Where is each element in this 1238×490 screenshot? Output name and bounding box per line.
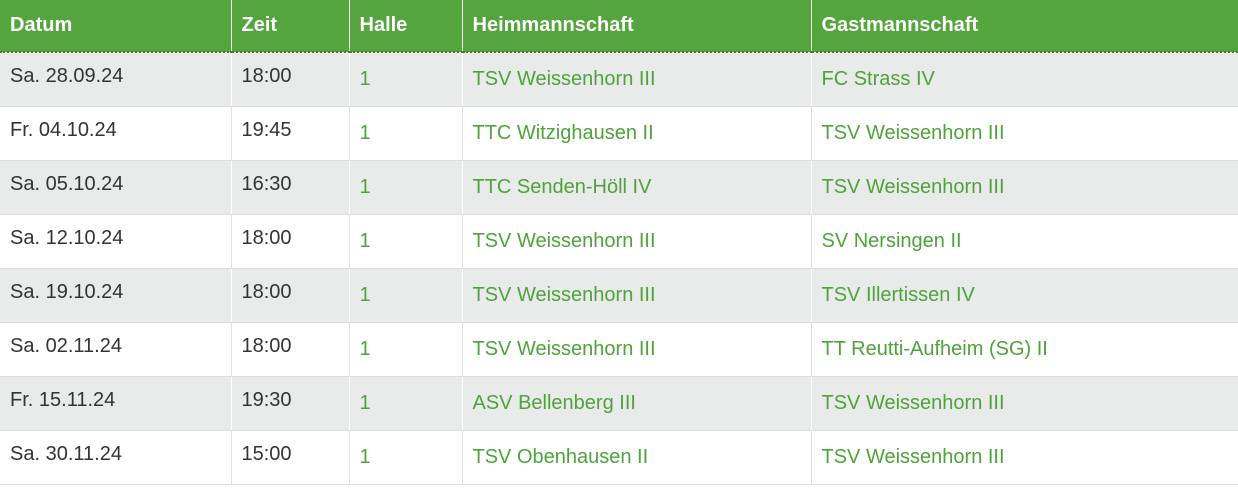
cell-halle-link[interactable]: 1 bbox=[349, 268, 463, 323]
table-row: Sa. 02.11.24 18:00 1 TSV Weissenhorn III… bbox=[0, 322, 1238, 377]
header-gastmannschaft: Gastmannschaft bbox=[811, 0, 1238, 53]
cell-datum: Sa. 12.10.24 bbox=[0, 214, 232, 269]
table-row: Sa. 19.10.24 18:00 1 TSV Weissenhorn III… bbox=[0, 268, 1238, 323]
cell-datum: Sa. 30.11.24 bbox=[0, 430, 232, 485]
cell-gast-link[interactable]: TSV Weissenhorn III bbox=[811, 430, 1238, 485]
cell-heim-link[interactable]: TSV Weissenhorn III bbox=[462, 214, 812, 269]
header-halle: Halle bbox=[349, 0, 463, 53]
table-row: Sa. 30.11.24 15:00 1 TSV Obenhausen II T… bbox=[0, 430, 1238, 485]
cell-gast-link[interactable]: TSV Weissenhorn III bbox=[811, 160, 1238, 215]
cell-gast-link[interactable]: TSV Weissenhorn III bbox=[811, 106, 1238, 161]
cell-zeit: 16:30 bbox=[231, 160, 350, 215]
cell-zeit: 15:00 bbox=[231, 430, 350, 485]
cell-heim-link[interactable]: TSV Obenhausen II bbox=[462, 430, 812, 485]
cell-gast-link[interactable]: TSV Weissenhorn III bbox=[811, 376, 1238, 431]
cell-zeit: 19:45 bbox=[231, 106, 350, 161]
cell-heim-link[interactable]: TSV Weissenhorn III bbox=[462, 52, 812, 107]
cell-heim-link[interactable]: TSV Weissenhorn III bbox=[462, 268, 812, 323]
cell-halle-link[interactable]: 1 bbox=[349, 106, 463, 161]
cell-zeit: 19:30 bbox=[231, 376, 350, 431]
cell-gast-link[interactable]: SV Nersingen II bbox=[811, 214, 1238, 269]
cell-datum: Fr. 04.10.24 bbox=[0, 106, 232, 161]
cell-halle-link[interactable]: 1 bbox=[349, 52, 463, 107]
cell-halle-link[interactable]: 1 bbox=[349, 214, 463, 269]
table-row: Sa. 05.10.24 16:30 1 TTC Senden-Höll IV … bbox=[0, 160, 1238, 215]
cell-gast-link[interactable]: FC Strass IV bbox=[811, 52, 1238, 107]
table-row: Fr. 15.11.24 19:30 1 ASV Bellenberg III … bbox=[0, 376, 1238, 431]
cell-zeit: 18:00 bbox=[231, 322, 350, 377]
cell-datum: Sa. 05.10.24 bbox=[0, 160, 232, 215]
header-zeit: Zeit bbox=[231, 0, 350, 53]
table-row: Fr. 04.10.24 19:45 1 TTC Witzighausen II… bbox=[0, 106, 1238, 161]
cell-zeit: 18:00 bbox=[231, 214, 350, 269]
cell-zeit: 18:00 bbox=[231, 52, 350, 107]
table-row: Sa. 12.10.24 18:00 1 TSV Weissenhorn III… bbox=[0, 214, 1238, 269]
table-body: Sa. 28.09.24 18:00 1 TSV Weissenhorn III… bbox=[0, 52, 1238, 485]
cell-heim-link[interactable]: TSV Weissenhorn III bbox=[462, 322, 812, 377]
cell-gast-link[interactable]: TT Reutti-Aufheim (SG) II bbox=[811, 322, 1238, 377]
cell-heim-link[interactable]: TTC Senden-Höll IV bbox=[462, 160, 812, 215]
cell-heim-link[interactable]: TTC Witzighausen II bbox=[462, 106, 812, 161]
cell-datum: Fr. 15.11.24 bbox=[0, 376, 232, 431]
cell-heim-link[interactable]: ASV Bellenberg III bbox=[462, 376, 812, 431]
cell-zeit: 18:00 bbox=[231, 268, 350, 323]
header-heimmannschaft: Heimmannschaft bbox=[462, 0, 812, 53]
cell-datum: Sa. 19.10.24 bbox=[0, 268, 232, 323]
header-datum: Datum bbox=[0, 0, 232, 53]
cell-halle-link[interactable]: 1 bbox=[349, 376, 463, 431]
cell-halle-link[interactable]: 1 bbox=[349, 430, 463, 485]
cell-halle-link[interactable]: 1 bbox=[349, 322, 463, 377]
table-header: Datum Zeit Halle Heimmannschaft Gastmann… bbox=[0, 0, 1238, 53]
cell-halle-link[interactable]: 1 bbox=[349, 160, 463, 215]
cell-datum: Sa. 02.11.24 bbox=[0, 322, 232, 377]
table-row: Sa. 28.09.24 18:00 1 TSV Weissenhorn III… bbox=[0, 52, 1238, 107]
header-row: Datum Zeit Halle Heimmannschaft Gastmann… bbox=[0, 0, 1238, 53]
cell-datum: Sa. 28.09.24 bbox=[0, 52, 232, 107]
cell-gast-link[interactable]: TSV Illertissen IV bbox=[811, 268, 1238, 323]
